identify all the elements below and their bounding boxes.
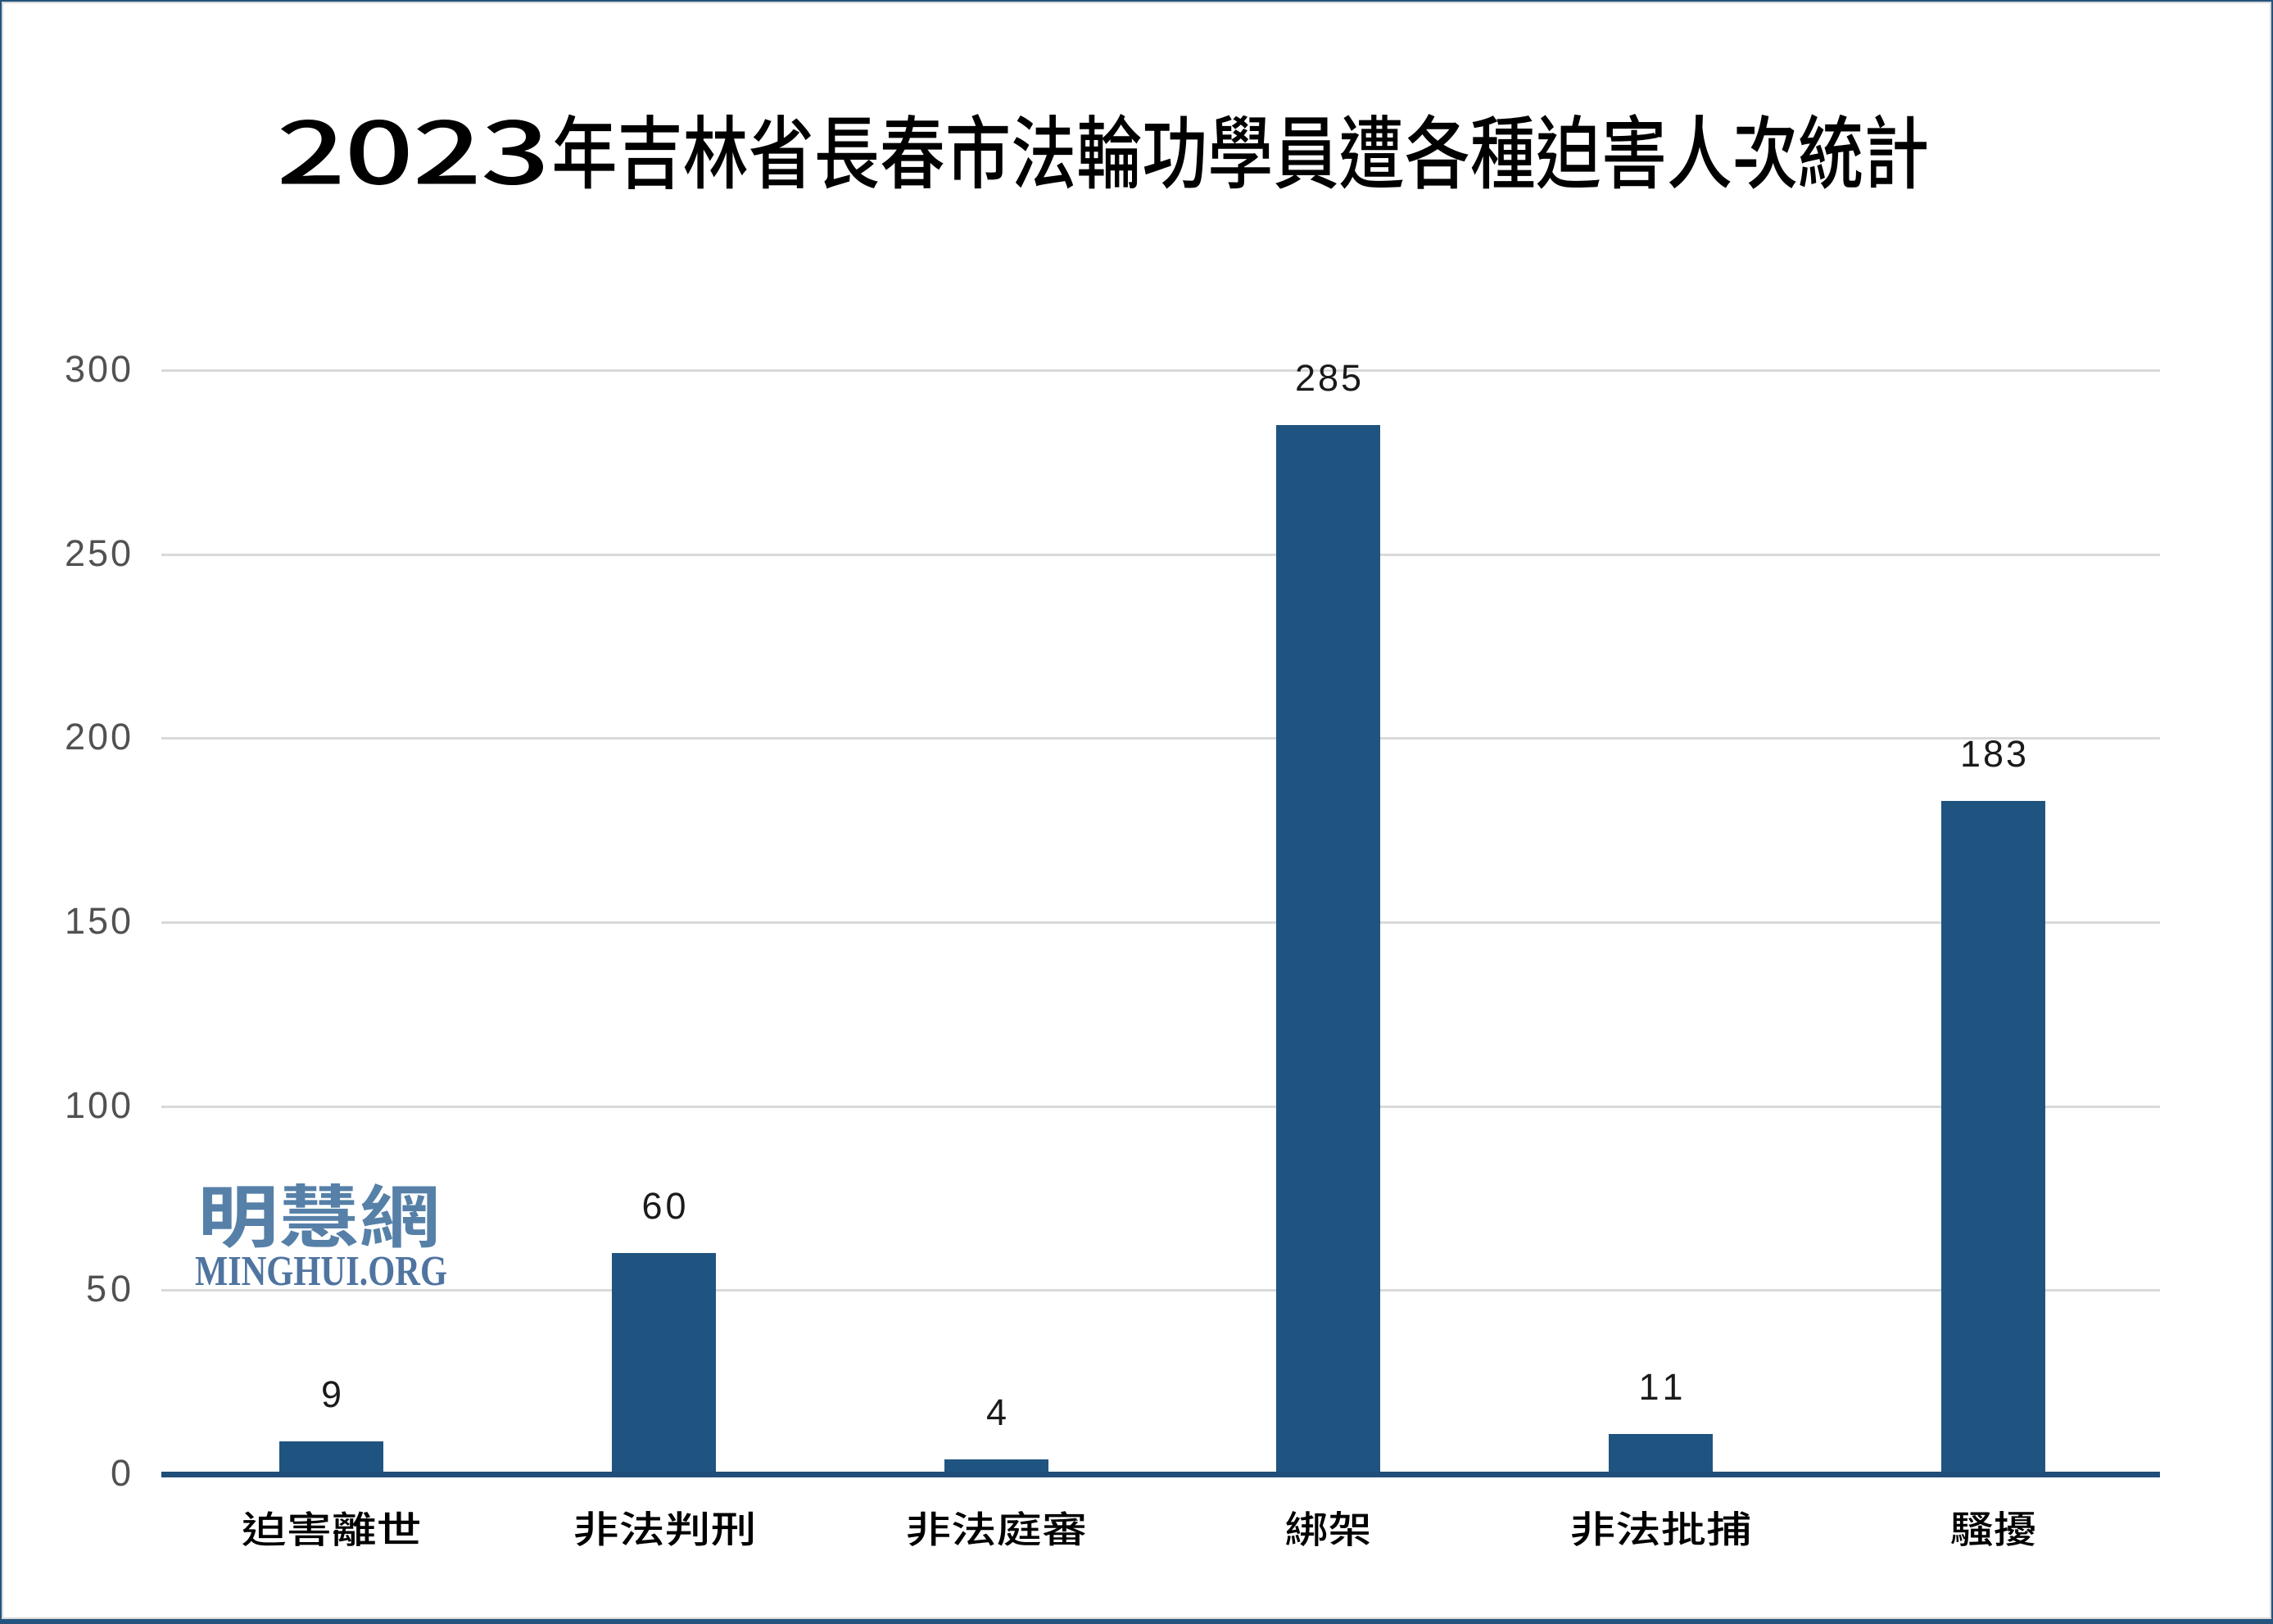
svg-text:300: 300 — [65, 348, 131, 390]
svg-text:9: 9 — [321, 1373, 342, 1415]
svg-text:4: 4 — [986, 1391, 1007, 1433]
svg-text:150: 150 — [65, 900, 131, 942]
svg-text:285: 285 — [1295, 357, 1361, 399]
svg-text:0: 0 — [111, 1452, 131, 1494]
svg-text:200: 200 — [65, 716, 131, 758]
svg-text:100: 100 — [65, 1084, 131, 1126]
svg-text:183: 183 — [1960, 733, 2026, 775]
svg-text:MINGHUI.ORG: MINGHUI.ORG — [195, 1248, 447, 1295]
svg-text:250: 250 — [65, 532, 131, 574]
